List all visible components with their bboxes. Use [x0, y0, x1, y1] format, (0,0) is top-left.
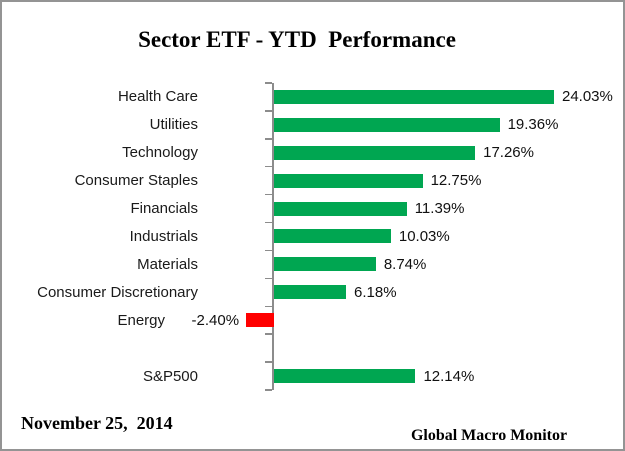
- chart-title: Sector ETF - YTD Performance: [138, 27, 456, 52]
- category-label: Health Care: [117, 88, 198, 106]
- bar-value-label: 10.03%: [398, 227, 450, 245]
- axis-tick: [265, 361, 272, 363]
- bar-value-label: 19.36%: [507, 116, 559, 134]
- category-label: S&P500: [142, 367, 198, 385]
- bar-value-label: 12.14%: [423, 367, 475, 385]
- bar: [274, 89, 554, 104]
- axis-tick: [265, 389, 272, 391]
- axis-tick: [265, 277, 272, 280]
- bar: [274, 229, 391, 244]
- bar: [274, 145, 476, 160]
- bar-value-label: -2.40%: [191, 311, 240, 329]
- axis-tick: [265, 82, 272, 84]
- category-label: Technology: [122, 144, 198, 162]
- date-label: November 25, 2014: [21, 413, 173, 433]
- bar: [274, 285, 346, 300]
- category-label: Utilities: [149, 116, 198, 134]
- bar-value-label: 24.03%: [561, 88, 613, 106]
- bar-value-label: 6.18%: [354, 283, 397, 301]
- axis-tick: [265, 110, 272, 112]
- bar-value-label: 11.39%: [414, 200, 465, 218]
- category-label: Energy: [117, 311, 165, 329]
- category-label: Financials: [130, 200, 198, 218]
- axis-tick: [265, 193, 272, 196]
- bar: [274, 173, 423, 188]
- axis-tick: [265, 221, 272, 224]
- bar: [274, 201, 407, 216]
- axis-tick: [265, 165, 272, 168]
- bar: [246, 313, 274, 328]
- axis-tick: [265, 138, 272, 140]
- axis-tick: [265, 249, 272, 252]
- axis-tick: [265, 305, 272, 308]
- bar: [274, 117, 500, 132]
- bar-value-label: 8.74%: [383, 255, 427, 273]
- category-label: Industrials: [129, 227, 198, 245]
- bar-value-label: 12.75%: [430, 172, 482, 190]
- category-label: Materials: [137, 255, 198, 273]
- bar-value-label: 17.26%: [483, 144, 534, 162]
- category-label: Consumer Discretionary: [37, 283, 198, 301]
- attribution-line1: Global Macro Monitor: [410, 427, 568, 444]
- category-axis-line: [272, 83, 274, 390]
- category-label: Consumer Staples: [74, 172, 198, 190]
- bar: [274, 257, 376, 272]
- bar: [274, 369, 416, 384]
- axis-tick: [265, 333, 272, 335]
- attribution-block: Global Macro Monitor macromon.wordpress.…: [388, 397, 590, 449]
